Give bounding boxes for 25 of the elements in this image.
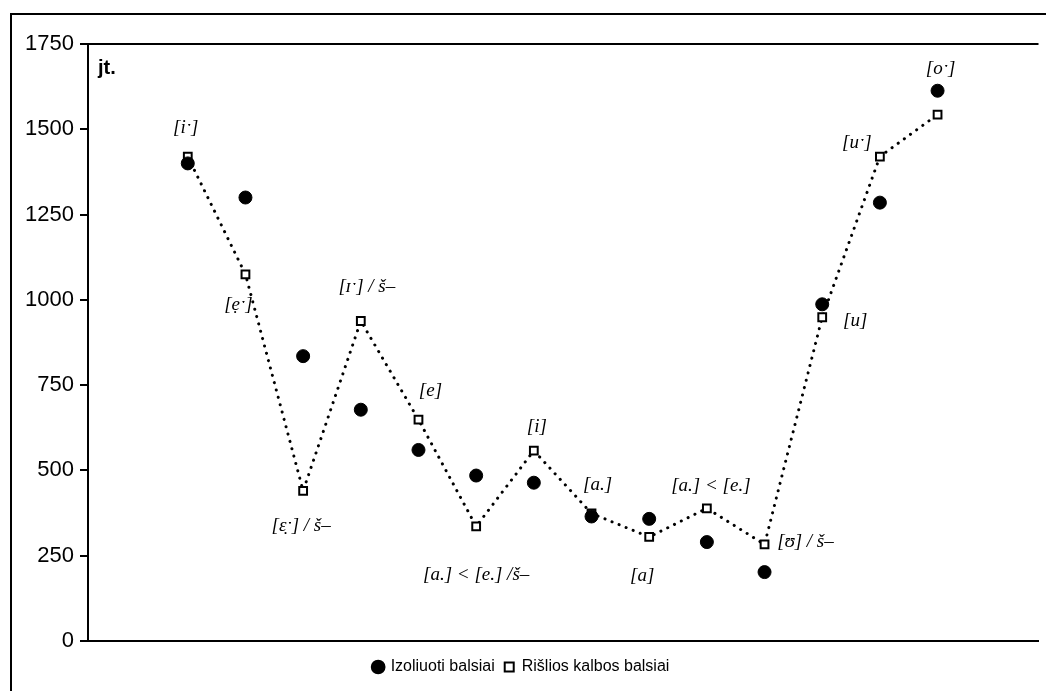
annotation: [a.] < [e.] xyxy=(671,474,751,496)
annotation: [ɪˑ] / š– xyxy=(338,275,396,297)
annotation: [a] xyxy=(630,563,655,585)
annotation: [ẹˑ] xyxy=(224,293,253,315)
annotation: [iˑ] xyxy=(173,115,199,137)
annotation: [a.] < [e.] /š– xyxy=(423,563,530,585)
y-tick-label: 750 xyxy=(37,371,74,397)
y-tick-label: 1250 xyxy=(25,200,74,226)
annotation: [oˑ] xyxy=(925,56,956,78)
y-tick-label: 1500 xyxy=(25,115,74,141)
annotation: [a.] xyxy=(582,473,613,495)
legend-label: Rišlios kalbos balsiai xyxy=(521,657,670,675)
annotation: [u] xyxy=(843,309,868,331)
y-tick-label: 1000 xyxy=(25,285,74,311)
y-tick-label: 250 xyxy=(37,541,74,567)
y-axis-title: jt. xyxy=(97,55,116,78)
annotation: [i] xyxy=(526,414,547,436)
annotation: [e] xyxy=(418,378,443,400)
annotation: [ɛ̣ˑ] / š– xyxy=(271,513,332,535)
y-tick-label: 1750 xyxy=(25,30,74,56)
legend-label: Izoliuoti balsiai xyxy=(390,657,495,675)
y-tick-label: 0 xyxy=(61,627,74,653)
y-tick-label: 500 xyxy=(37,456,74,482)
annotation: [ʊ] / š– xyxy=(777,530,835,552)
annotation: [uˑ] xyxy=(842,130,872,152)
